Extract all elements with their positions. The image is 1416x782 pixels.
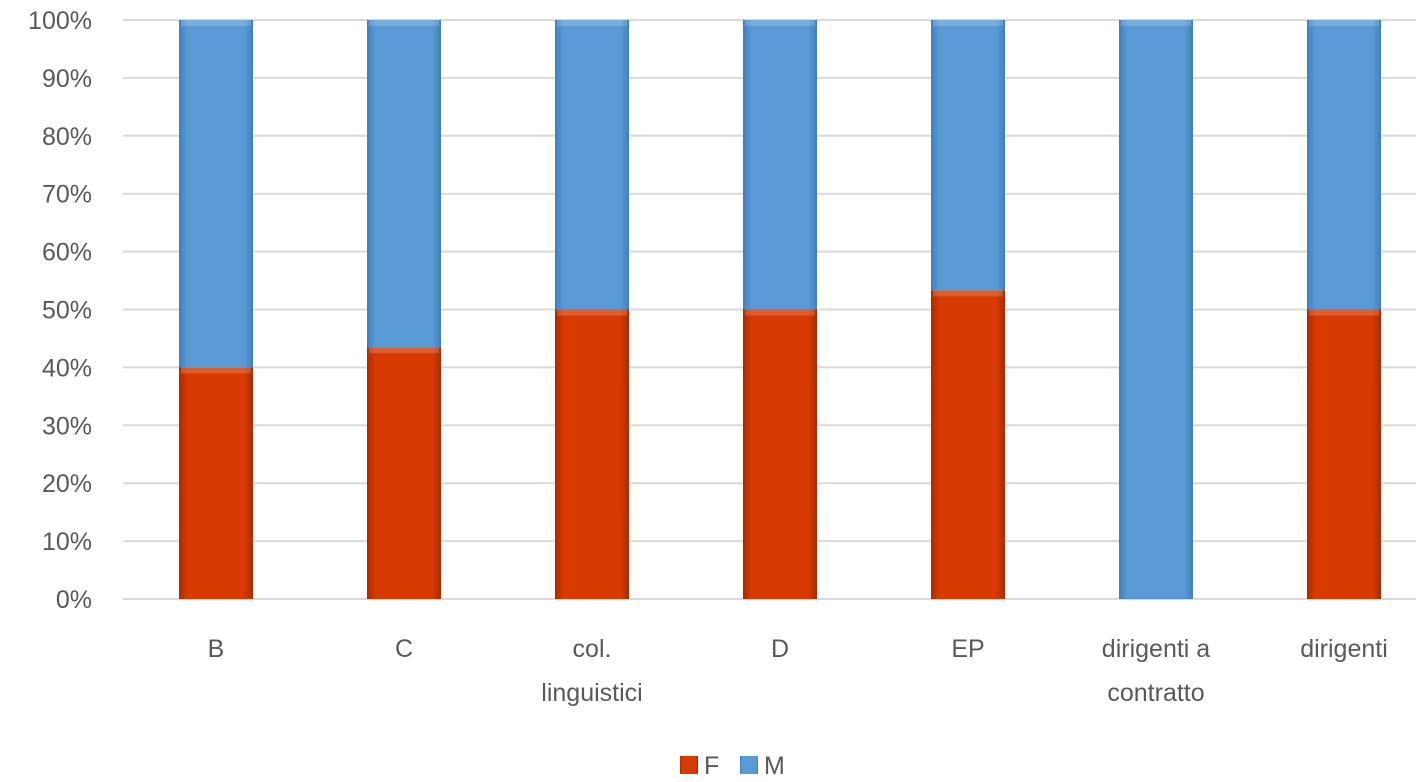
legend-label-m: M: [764, 752, 785, 780]
bar-segment-f: [743, 309, 817, 599]
bar-bevel: [745, 309, 815, 316]
legend-swatch-m: [740, 756, 758, 774]
bar-bevel: [1309, 20, 1379, 26]
bar-segment-m: [1307, 20, 1381, 310]
x-tick-label: EP: [951, 635, 984, 663]
bar-segment-f: [555, 309, 629, 599]
y-tick-label: 40%: [42, 354, 92, 382]
bar-bevel: [1121, 20, 1191, 26]
bars: [179, 20, 1381, 599]
y-tick-label: 10%: [42, 528, 92, 556]
bar-segment-f: [367, 347, 441, 599]
y-tick-label: 20%: [42, 470, 92, 498]
y-tick-label: 100%: [28, 7, 92, 35]
x-tick-label: col. linguistici: [541, 635, 642, 707]
bar-bevel: [745, 20, 815, 26]
y-tick-label: 70%: [42, 181, 92, 209]
bar-bevel: [557, 20, 627, 26]
bar-segment-f: [931, 290, 1005, 599]
bar-bevel: [1309, 309, 1379, 316]
bar-segment-m: [179, 20, 253, 368]
bar-segment-m: [743, 20, 817, 310]
bar-bevel: [181, 20, 251, 26]
bar-bevel: [369, 20, 439, 26]
bar-segment-m: [367, 20, 441, 348]
bar-bevel: [181, 367, 251, 374]
x-tick-label: B: [208, 635, 225, 663]
x-tick-label: C: [395, 635, 413, 663]
x-tick-label: dirigenti a contratto: [1102, 635, 1210, 707]
bar-bevel: [933, 290, 1003, 297]
bar-bevel: [557, 309, 627, 316]
bar-segment-m: [555, 20, 629, 310]
y-tick-label: 0%: [56, 586, 92, 614]
bar-segment-f: [179, 367, 253, 599]
y-axis-ticks: 0% 10% 20% 30% 40% 50% 60% 70% 80% 90% 100%: [28, 7, 92, 614]
x-tick-label: dirigenti: [1300, 635, 1388, 663]
y-tick-label: 80%: [42, 123, 92, 151]
bar-bevel: [369, 347, 439, 354]
y-tick-label: 60%: [42, 239, 92, 267]
y-tick-label: 30%: [42, 412, 92, 440]
legend-swatch-f: [680, 756, 698, 774]
bar-segment-m: [931, 20, 1005, 291]
x-tick-label: D: [771, 635, 789, 663]
bar-segment-m: [1119, 20, 1193, 599]
y-tick-label: 50%: [42, 297, 92, 325]
bar-bevel: [933, 20, 1003, 26]
legend-label-f: F: [704, 752, 719, 780]
bar-segment-f: [1307, 309, 1381, 599]
y-tick-label: 90%: [42, 65, 92, 93]
